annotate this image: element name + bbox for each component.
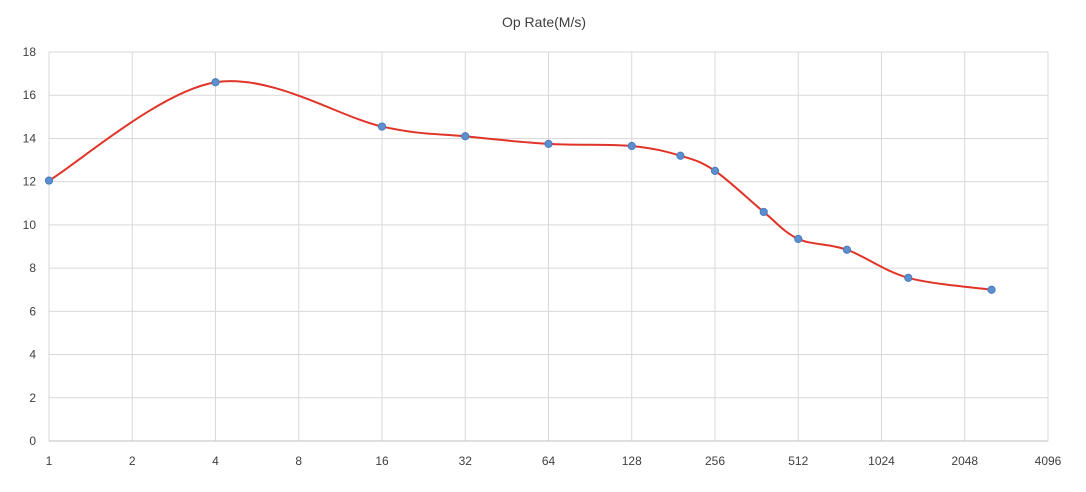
x-tick-label: 4096 (1035, 454, 1062, 468)
x-tick-label: 16 (375, 454, 389, 468)
series-line (48, 80, 992, 291)
x-tick-label: 128 (622, 454, 642, 468)
x-tick-label: 512 (788, 454, 808, 468)
x-tick-label: 256 (705, 454, 725, 468)
y-tick-label: 8 (29, 261, 36, 275)
y-tick-label: 16 (23, 88, 37, 102)
y-tick-label: 12 (23, 175, 37, 189)
data-point (794, 234, 803, 244)
data-point (544, 139, 553, 148)
data-point (377, 122, 387, 131)
y-tick-label: 2 (29, 391, 36, 405)
x-tick-label: 1024 (868, 454, 895, 468)
data-point (987, 285, 996, 294)
data-point (904, 273, 913, 282)
y-tick-label: 4 (29, 348, 36, 362)
data-point (759, 207, 768, 217)
data-point (211, 78, 220, 87)
x-tick-label: 2048 (951, 454, 978, 468)
x-tick-label: 8 (295, 454, 302, 468)
y-tick-label: 6 (29, 304, 36, 318)
x-tick-label: 32 (459, 454, 473, 468)
data-markers (44, 78, 996, 294)
y-tick-label: 10 (23, 218, 37, 232)
chart-title: Op Rate(M/s) (502, 14, 586, 30)
y-tick-label: 0 (29, 434, 36, 448)
data-point (676, 151, 685, 160)
x-tick-label: 2 (129, 454, 136, 468)
grid-lines (48, 51, 1049, 441)
y-tick-label: 14 (23, 131, 37, 145)
data-point (461, 132, 470, 141)
series-line-group (48, 80, 992, 291)
data-point (44, 176, 54, 185)
x-tick-label: 1 (46, 454, 53, 468)
data-point (710, 166, 720, 175)
y-tick-label: 18 (23, 45, 37, 59)
data-point (627, 141, 636, 151)
x-tick-label: 4 (212, 454, 219, 468)
x-tick-label: 64 (542, 454, 556, 468)
data-point (842, 245, 852, 254)
